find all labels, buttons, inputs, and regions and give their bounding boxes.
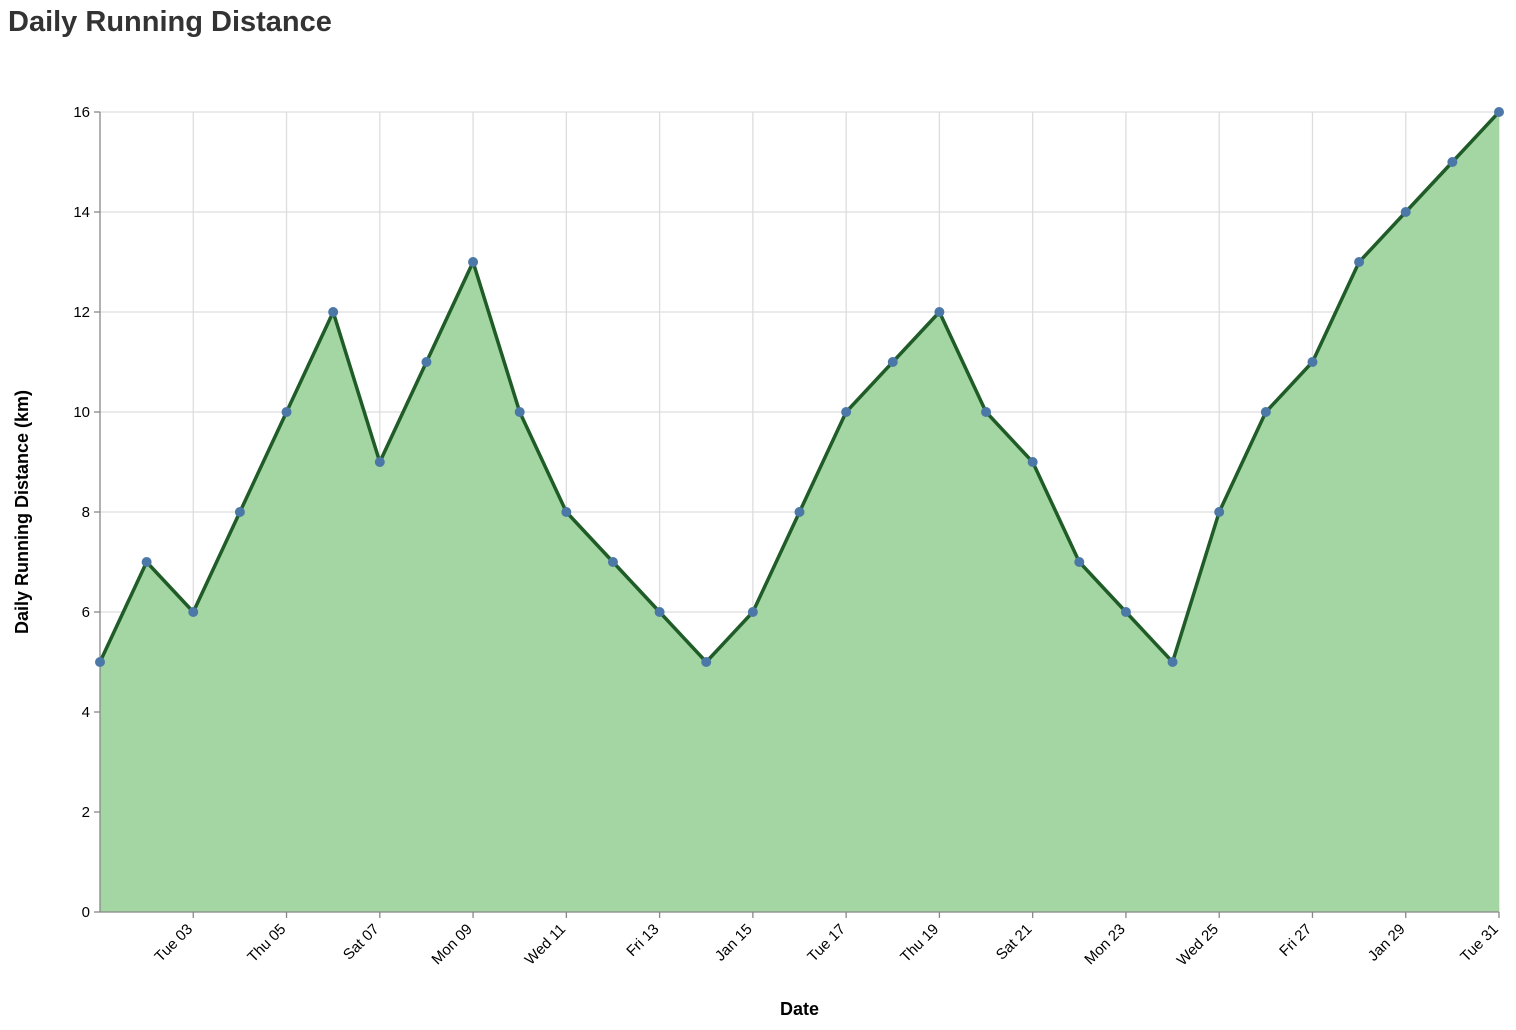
data-point bbox=[421, 357, 432, 367]
data-point bbox=[328, 307, 339, 317]
y-tick-label: 4 bbox=[82, 704, 90, 721]
x-tick-label: Jan 15 bbox=[712, 921, 756, 965]
data-point bbox=[887, 357, 898, 367]
data-point bbox=[934, 307, 945, 317]
x-tick-label: Thu 05 bbox=[244, 921, 289, 966]
y-axis-title: Daily Running Distance (km) bbox=[12, 390, 32, 634]
data-point bbox=[1074, 557, 1085, 567]
x-tick-label: Tue 31 bbox=[1457, 921, 1502, 966]
data-point bbox=[234, 507, 245, 517]
x-tick-label: Mon 09 bbox=[428, 921, 475, 968]
data-point bbox=[141, 557, 152, 567]
data-point bbox=[95, 657, 105, 667]
data-point bbox=[374, 457, 385, 467]
data-point bbox=[1494, 107, 1504, 117]
data-point bbox=[841, 407, 852, 417]
x-tick-label: Wed 11 bbox=[522, 921, 570, 969]
chart-title: Daily Running Distance bbox=[8, 6, 332, 38]
y-tick-label: 14 bbox=[73, 204, 90, 221]
y-tick-label: 10 bbox=[73, 404, 90, 421]
x-axis-ticks: Tue 03 Thu 05 Sat 07 Mon 09 Wed 11 Fri 13 Jan … bbox=[151, 912, 1502, 969]
y-axis-ticks: 0 2 4 6 8 10 12 14 16 bbox=[73, 104, 100, 921]
y-tick-label: 16 bbox=[73, 104, 90, 121]
data-point bbox=[701, 657, 712, 667]
data-point bbox=[981, 407, 992, 417]
y-tick-label: 12 bbox=[73, 304, 90, 321]
data-point bbox=[1354, 257, 1365, 267]
data-point bbox=[747, 607, 758, 617]
data-point bbox=[794, 507, 805, 517]
x-tick-label: Wed 25 bbox=[1174, 921, 1222, 969]
x-tick-label: Tue 17 bbox=[804, 921, 849, 966]
data-point bbox=[514, 407, 525, 417]
y-tick-label: 8 bbox=[82, 504, 90, 521]
data-point bbox=[188, 607, 199, 617]
data-point bbox=[654, 607, 665, 617]
data-point bbox=[1260, 407, 1271, 417]
data-point bbox=[607, 557, 618, 567]
data-point bbox=[1027, 457, 1038, 467]
x-tick-label: Thu 19 bbox=[897, 921, 942, 966]
data-point bbox=[1167, 657, 1178, 667]
x-axis-title: Date bbox=[780, 999, 819, 1019]
x-tick-label: Jan 29 bbox=[1365, 921, 1409, 965]
x-tick-label: Sat 21 bbox=[993, 921, 1036, 964]
x-tick-label: Fri 27 bbox=[1276, 921, 1315, 960]
y-tick-label: 6 bbox=[82, 604, 90, 621]
x-tick-label: Fri 13 bbox=[623, 921, 662, 960]
data-point bbox=[1120, 607, 1131, 617]
data-point bbox=[468, 257, 479, 267]
y-tick-label: 2 bbox=[82, 804, 90, 821]
x-tick-label: Tue 03 bbox=[151, 921, 196, 966]
data-point bbox=[1214, 507, 1225, 517]
data-points bbox=[95, 107, 1504, 667]
x-tick-label: Sat 07 bbox=[340, 921, 383, 964]
data-point bbox=[1400, 207, 1411, 217]
x-tick-label: Mon 23 bbox=[1081, 921, 1128, 968]
data-point bbox=[1307, 357, 1318, 367]
data-point bbox=[281, 407, 292, 417]
data-point bbox=[561, 507, 572, 517]
y-tick-label: 0 bbox=[82, 904, 90, 921]
data-point bbox=[1447, 157, 1458, 167]
